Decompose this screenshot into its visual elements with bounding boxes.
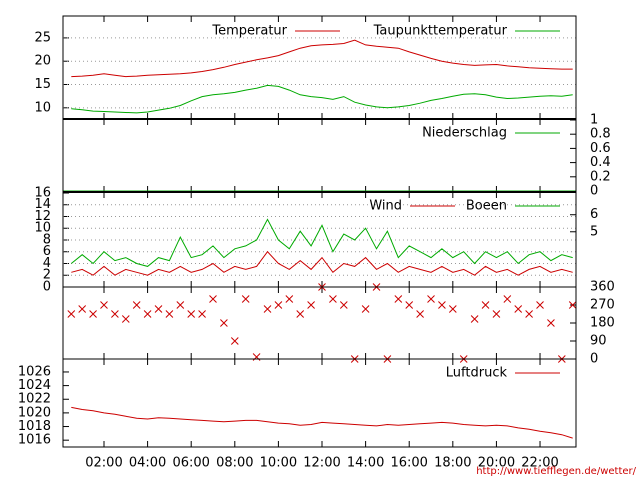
y-tick-label: 10 — [34, 100, 51, 115]
scatter-point — [100, 301, 108, 309]
scatter-point — [427, 295, 435, 303]
series-line — [71, 250, 573, 276]
scatter-point — [492, 310, 501, 318]
y-tick-label: 270 — [590, 298, 615, 313]
y-tick-label: 0.4 — [590, 155, 611, 170]
x-tick-label: 04:00 — [129, 456, 166, 471]
y-tick-label: 10 — [34, 221, 51, 236]
y-tick-label: 20 — [34, 54, 51, 69]
scatter-point — [132, 301, 141, 309]
x-tick-label: 02:00 — [85, 456, 122, 471]
x-tick-label: 22:00 — [521, 456, 558, 471]
scatter-point — [329, 295, 337, 303]
series-line — [71, 39, 573, 78]
y-tick-label: 180 — [590, 316, 615, 331]
scatter-point — [416, 310, 424, 318]
scatter-point — [67, 310, 76, 318]
legend-label: Boeen — [466, 199, 507, 214]
y-tick-label: 12 — [34, 209, 51, 224]
y-tick-label: 0.8 — [590, 127, 611, 142]
x-tick-label: 16:00 — [390, 456, 427, 471]
series-line — [71, 84, 573, 114]
y-tick-label: 1018 — [18, 419, 51, 434]
scatter-point — [121, 315, 130, 323]
scatter-point — [209, 295, 217, 303]
y-tick-label: 1024 — [18, 378, 51, 393]
scatter-point — [339, 301, 348, 309]
y-tick-label: 6 — [590, 207, 598, 222]
legend-label: Taupunkttemperatur — [373, 24, 508, 39]
legend-label: Temperatur — [211, 24, 287, 39]
scatter-point — [165, 310, 174, 318]
legend-label: Luftdruck — [446, 366, 508, 381]
y-tick-label: 5 — [590, 224, 598, 239]
x-tick-label: 10:00 — [260, 456, 297, 471]
scatter-point — [514, 305, 523, 313]
scatter-point — [296, 310, 305, 318]
scatter-point — [394, 295, 403, 303]
y-tick-label: 14 — [34, 197, 51, 212]
footer-link: http://www.tiefflegen.de/wetter/ — [476, 466, 636, 477]
scatter-point — [89, 310, 97, 318]
series-line — [71, 406, 573, 439]
scatter-point — [536, 301, 544, 309]
y-tick-label: 16 — [34, 185, 51, 200]
scatter-point — [438, 301, 446, 309]
scatter-point — [198, 310, 206, 318]
scatter-point — [405, 301, 414, 309]
y-tick-label: 0 — [590, 184, 598, 199]
x-tick-label: 20:00 — [478, 456, 515, 471]
y-tick-label: 1020 — [18, 405, 51, 420]
scatter-point — [568, 301, 577, 309]
scatter-point — [187, 310, 196, 318]
y-tick-label: 1016 — [18, 433, 51, 448]
y-tick-label: 15 — [34, 77, 51, 92]
scatter-point — [241, 295, 250, 303]
scatter-point — [274, 301, 283, 309]
legend-label: Niederschlag — [422, 126, 507, 141]
y-tick-label: 0 — [590, 352, 598, 367]
y-tick-label: 360 — [590, 280, 615, 295]
y-tick-label: 0 — [43, 280, 51, 295]
scatter-point — [143, 310, 152, 318]
x-tick-label: 18:00 — [434, 456, 471, 471]
scatter-point — [230, 337, 239, 345]
x-tick-label: 12:00 — [303, 456, 340, 471]
y-tick-label: 1 — [590, 112, 598, 127]
scatter-point — [448, 305, 457, 313]
scatter-point — [154, 305, 163, 313]
scatter-point — [307, 301, 315, 309]
y-tick-label: 4 — [43, 256, 51, 271]
scatter-point — [220, 319, 228, 327]
legend-label: Wind — [369, 199, 402, 214]
y-tick-label: 2 — [43, 268, 51, 283]
y-tick-label: 90 — [590, 334, 607, 349]
y-tick-label: 0.6 — [590, 141, 611, 156]
scatter-point — [503, 295, 512, 303]
scatter-point — [176, 301, 185, 309]
x-tick-label: 08:00 — [216, 456, 253, 471]
y-tick-label: 1022 — [18, 392, 51, 407]
y-tick-label: 25 — [34, 30, 51, 45]
y-tick-label: 6 — [43, 244, 51, 259]
scatter-point — [547, 319, 555, 327]
x-tick-label: 14:00 — [347, 456, 384, 471]
scatter-point — [78, 305, 87, 313]
scatter-point — [361, 305, 370, 313]
y-tick-label: 0.2 — [590, 169, 611, 184]
y-tick-label: 1026 — [18, 364, 51, 379]
scatter-point — [470, 315, 479, 323]
scatter-point — [481, 301, 490, 309]
series-line — [70, 218, 573, 267]
panel-frame — [62, 358, 577, 448]
x-tick-label: 06:00 — [172, 456, 209, 471]
scatter-point — [525, 310, 533, 318]
scatter-point — [263, 305, 272, 313]
y-tick-label: 8 — [43, 232, 51, 247]
scatter-point — [285, 295, 294, 303]
scatter-point — [111, 310, 119, 318]
